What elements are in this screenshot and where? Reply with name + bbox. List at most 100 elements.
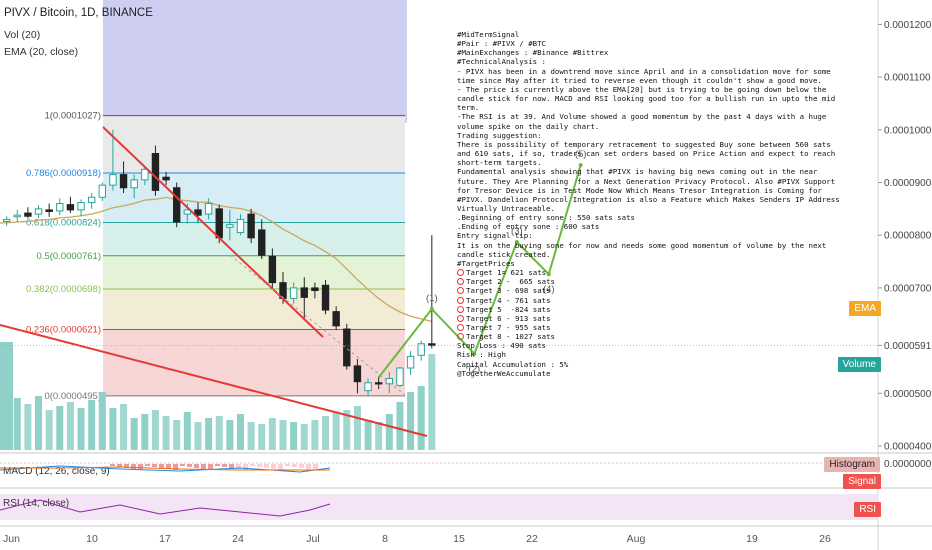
fib-label: 0.5(0.0000761) — [37, 251, 101, 262]
volume-bar — [66, 402, 74, 450]
analysis-note: #MidTermSignal #Pair : #PIVX / #BTC #MainE… — [457, 30, 877, 378]
note-line: -The RSI is at 39. And Volume showed a g… — [457, 112, 827, 122]
projection-point — [429, 306, 434, 311]
macd-histogram-bar — [271, 464, 276, 469]
note-line: It is on the buying sone for now and nee… — [457, 240, 827, 250]
candle — [2, 218, 11, 222]
price-tick-label: 0.0000400 — [884, 442, 932, 453]
macd-line — [0, 465, 331, 473]
candle — [130, 179, 138, 189]
macd-histogram-bar — [243, 464, 248, 470]
signal-line — [0, 466, 330, 471]
candle — [300, 287, 308, 298]
macd-histogram-bar — [131, 464, 136, 469]
candle — [194, 209, 202, 216]
volume-bar — [332, 412, 340, 450]
volume-bar — [247, 422, 255, 450]
volume-bar — [417, 386, 425, 450]
volume-bar — [428, 354, 436, 450]
candle — [258, 229, 266, 256]
note-line: Trading suggestion: — [457, 130, 542, 140]
ema-indicator-label: EMA (20, close) — [4, 46, 78, 58]
ema-tag: EMA — [849, 301, 881, 316]
candle — [343, 328, 351, 367]
volume-bar — [322, 416, 330, 450]
projection-label: (3) — [511, 226, 523, 237]
candle — [151, 153, 160, 191]
volume-bar — [162, 416, 170, 450]
candle — [109, 174, 117, 186]
macd-histogram-bar — [208, 464, 213, 470]
candle — [45, 209, 53, 212]
macd-histogram-bar — [250, 464, 255, 466]
candle — [173, 187, 181, 223]
candle — [417, 343, 425, 356]
fib-zone — [103, 115, 405, 174]
note-line: future. They Are Planning for a Next Gen… — [457, 176, 836, 186]
macd-axis-label: 0.0000000 — [884, 459, 932, 470]
candle — [321, 284, 330, 311]
price-tick-label: 0.0000700 — [884, 283, 932, 294]
volume-bar — [120, 404, 128, 450]
note-line: Target 8 - 1027 sats — [457, 332, 877, 341]
volume-bar — [151, 410, 159, 450]
macd-histogram-bar — [201, 464, 206, 469]
support-trendline — [0, 324, 428, 437]
note-line: Target 3 - 698 sats — [457, 286, 877, 295]
macd-histogram-bar — [264, 464, 269, 468]
candle — [98, 184, 106, 198]
rsi-band — [0, 494, 878, 520]
candle — [247, 213, 255, 239]
target-icon — [457, 278, 464, 286]
fib-zone — [103, 329, 405, 396]
note-line: #TargetPrices — [457, 258, 515, 268]
candle — [268, 255, 277, 284]
note-line: time since May after it tried to reverse… — [457, 75, 822, 85]
volume-bar — [130, 418, 138, 450]
macd-histogram-bar — [187, 464, 192, 467]
projection-path — [377, 164, 582, 379]
volume-bar — [353, 406, 361, 450]
macd-histogram-bar — [117, 464, 122, 467]
candle — [13, 214, 21, 218]
projection-point — [546, 272, 551, 277]
candle — [66, 204, 75, 211]
note-line: Virtually Untraceable. — [457, 203, 555, 213]
candle — [385, 378, 394, 385]
volume-bar — [205, 418, 213, 450]
volume-bar — [56, 406, 64, 450]
volume-bar — [364, 420, 372, 450]
macd-histogram-bar — [229, 464, 234, 468]
target-icon — [457, 269, 464, 277]
volume-bar — [173, 420, 181, 450]
note-line: @TogetherWeAccumulate — [457, 368, 551, 378]
macd-histogram-bar — [299, 464, 304, 468]
fib-label: 1(0.0001027) — [44, 111, 101, 122]
price-tick-label: 0.0001100 — [884, 73, 931, 84]
volume-bar — [77, 408, 85, 450]
candle — [236, 218, 245, 234]
candle — [183, 209, 192, 215]
note-line: volume spike on the daily chart. — [457, 121, 600, 131]
macd-histogram-bar — [278, 464, 283, 470]
macd-histogram-bar — [138, 464, 143, 470]
note-line: #Pair : #PIVX / #BTC — [457, 39, 546, 49]
time-tick-label: 26 — [819, 533, 831, 545]
fib-zone — [103, 288, 405, 330]
candle — [374, 382, 383, 385]
candle — [162, 176, 170, 181]
volume-bar — [0, 342, 13, 450]
macd-histogram-bar — [110, 464, 115, 466]
projection-label: (4) — [543, 284, 555, 295]
macd-histogram-bar — [145, 464, 150, 466]
volume-bar — [290, 422, 298, 450]
note-line: Target 1= 621 sats — [457, 268, 877, 277]
projection-label: (1) — [426, 293, 438, 304]
volume-bar — [13, 398, 21, 450]
volume-bar — [98, 392, 106, 450]
macd-histogram-bar — [257, 464, 262, 467]
volume-bar — [279, 420, 287, 450]
note-line: Risk : High — [457, 350, 506, 360]
